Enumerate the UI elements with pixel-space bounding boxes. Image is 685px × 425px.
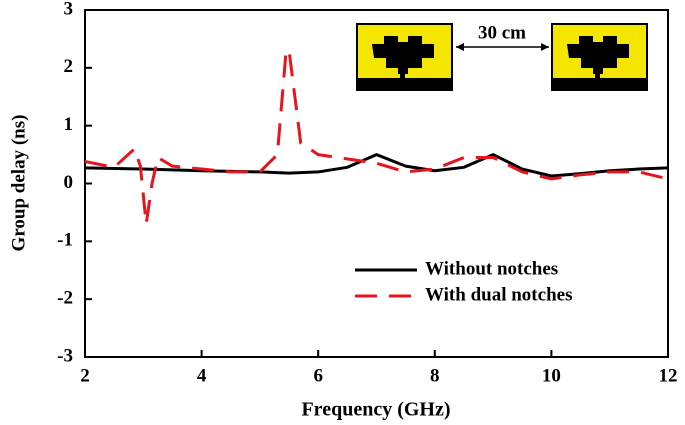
y-tick-label: -1	[57, 230, 73, 251]
y-tick-label: -3	[57, 345, 73, 366]
x-tick-label: 8	[430, 365, 440, 386]
legend-label: With dual notches	[425, 284, 572, 305]
y-axis-label: Group delay (ns)	[8, 115, 29, 252]
x-tick-label: 2	[80, 365, 90, 386]
annotation: 30 cm	[478, 22, 526, 43]
x-tick-label: 4	[197, 365, 207, 386]
y-tick-label: 3	[64, 0, 74, 19]
antenna-inset	[356, 23, 648, 91]
y-tick-label: -2	[57, 288, 73, 309]
y-tick-label: 2	[64, 56, 74, 77]
x-tick-label: 10	[542, 365, 561, 386]
y-tick-label: 1	[64, 114, 74, 135]
y-tick-label: 0	[64, 172, 74, 193]
x-axis-label: Frequency (GHz)	[301, 399, 450, 421]
x-tick-label: 12	[659, 365, 678, 386]
series-line	[84, 48, 669, 226]
x-tick-label: 6	[313, 365, 323, 386]
legend-label: Without notches	[425, 258, 558, 279]
